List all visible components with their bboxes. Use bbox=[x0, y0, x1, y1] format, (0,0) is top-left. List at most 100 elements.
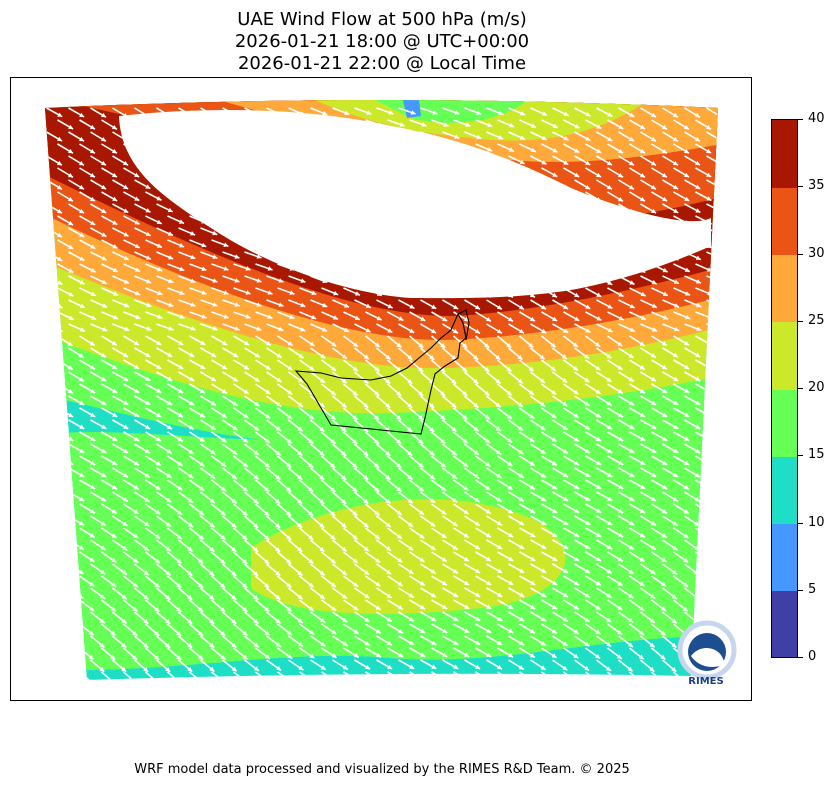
title-line-3: 2026-01-21 22:00 @ Local Time bbox=[237, 53, 527, 74]
wind-arrow-head bbox=[519, 232, 525, 237]
wind-arrow-head bbox=[695, 448, 701, 453]
wind-arrow-head bbox=[353, 629, 359, 634]
wind-arrow-head bbox=[341, 546, 347, 552]
wind-arrow bbox=[46, 659, 62, 672]
wind-arrow-head bbox=[607, 280, 613, 285]
wind-arrow-head bbox=[585, 568, 591, 574]
wind-arrow-head bbox=[528, 342, 534, 348]
colorbar-label: 15 bbox=[808, 447, 825, 463]
wind-arrow-head bbox=[420, 628, 426, 633]
wind-arrow-head bbox=[706, 412, 712, 417]
wind-arrow-head bbox=[552, 484, 558, 490]
wind-arrow-head bbox=[344, 110, 350, 116]
wind-arrow-head bbox=[429, 403, 435, 408]
wind-arrow-head bbox=[529, 413, 535, 419]
wind-arrow-head bbox=[563, 160, 569, 165]
wind-arrow-head bbox=[156, 124, 162, 130]
wind-arrow bbox=[46, 371, 63, 383]
wind-arrow-head bbox=[660, 606, 666, 611]
wind-arrow-head bbox=[341, 402, 347, 408]
wind-arrow-head bbox=[661, 124, 667, 130]
wind-arrow-head bbox=[154, 631, 160, 636]
wind-arrow-head bbox=[320, 665, 326, 670]
wind-arrow-head bbox=[221, 413, 227, 418]
wind-arrow-head bbox=[618, 315, 624, 321]
wind-arrow-head bbox=[396, 391, 402, 396]
wind-arrow-head bbox=[311, 122, 317, 128]
wind-arrow-head bbox=[198, 631, 204, 636]
wind-arrow-head bbox=[673, 232, 679, 237]
wind-arrow-head bbox=[750, 413, 752, 417]
wind-arrow-head bbox=[57, 496, 63, 501]
wind-arrow-head bbox=[639, 557, 645, 562]
wind-arrow-head bbox=[618, 508, 624, 513]
wind-arrow bbox=[46, 395, 63, 406]
wind-arrow-head bbox=[596, 460, 602, 465]
wind-arrow-head bbox=[440, 486, 446, 491]
wind-arrow-head bbox=[255, 111, 261, 117]
wind-arrow-head bbox=[529, 268, 535, 274]
wind-arrow-head bbox=[165, 643, 171, 648]
wind-arrow-head bbox=[683, 557, 689, 563]
wind-arrow-head bbox=[530, 316, 536, 322]
wind-arrow-head bbox=[585, 136, 591, 141]
wind-arrow-head bbox=[232, 450, 238, 455]
wind-arrow-head bbox=[122, 472, 128, 478]
wind-arrow-head bbox=[168, 278, 174, 284]
wind-arrow-head bbox=[134, 267, 140, 272]
wind-arrow-head bbox=[607, 448, 613, 453]
wind-arrow bbox=[729, 516, 743, 527]
wind-arrow-head bbox=[475, 207, 481, 213]
wind-arrow-head bbox=[275, 571, 281, 576]
wind-arrow-head bbox=[309, 630, 315, 635]
wind-arrow-head bbox=[673, 448, 679, 453]
wind-arrow-head bbox=[506, 366, 512, 372]
wind-arrow-head bbox=[751, 290, 752, 295]
wind-arrow-head bbox=[188, 449, 194, 454]
wind-arrow-head bbox=[618, 484, 624, 489]
wind-arrow-head bbox=[322, 182, 328, 187]
wind-arrow-head bbox=[154, 655, 160, 660]
wind-arrow-head bbox=[429, 450, 435, 456]
wind-arrow-head bbox=[68, 436, 74, 441]
wind-arrow-head bbox=[651, 232, 657, 237]
wind-arrow-head bbox=[133, 558, 138, 563]
wind-arrow-head bbox=[442, 652, 448, 657]
wind-arrow-head bbox=[407, 474, 413, 480]
wind-arrow-head bbox=[366, 279, 372, 284]
wind-arrow-head bbox=[628, 377, 634, 382]
wind-arrow-head bbox=[751, 243, 752, 247]
wind-arrow-head bbox=[452, 545, 458, 550]
wind-arrow-head bbox=[363, 475, 369, 480]
wind-arrow-head bbox=[738, 498, 743, 502]
wind-arrow-head bbox=[275, 499, 281, 504]
wind-arrow-head bbox=[278, 158, 284, 164]
wind-arrow-head bbox=[56, 593, 62, 598]
wind-arrow-head bbox=[408, 522, 413, 527]
wind-arrow bbox=[706, 347, 718, 358]
wind-arrow-head bbox=[540, 449, 546, 454]
wind-arrow-head bbox=[90, 460, 96, 465]
wind-arrow-head bbox=[740, 302, 745, 307]
wind-arrow-head bbox=[507, 485, 513, 490]
wind-arrow bbox=[57, 503, 74, 514]
wind-arrow-head bbox=[199, 413, 205, 418]
wind-arrow-head bbox=[110, 679, 116, 680]
wind-arrow-head bbox=[353, 605, 359, 611]
wind-arrow-head bbox=[508, 196, 514, 201]
wind-arrow-head bbox=[684, 196, 690, 201]
wind-arrow-head bbox=[684, 412, 690, 417]
wind-arrow-head bbox=[267, 147, 273, 152]
colorbar-tick bbox=[798, 253, 803, 255]
wind-arrow-head bbox=[509, 123, 515, 128]
wind-arrow-head bbox=[618, 268, 624, 273]
wind-arrow-head bbox=[717, 136, 718, 142]
wind-arrow-head bbox=[220, 631, 226, 636]
wind-arrow-head bbox=[377, 242, 383, 248]
wind-arrow-head bbox=[297, 618, 303, 623]
wind-arrow-head bbox=[363, 498, 369, 504]
wind-arrow-head bbox=[322, 254, 328, 259]
wind-arrow-head bbox=[311, 218, 317, 223]
wind-arrow-head bbox=[496, 473, 502, 479]
wind-arrow-head bbox=[486, 220, 492, 225]
